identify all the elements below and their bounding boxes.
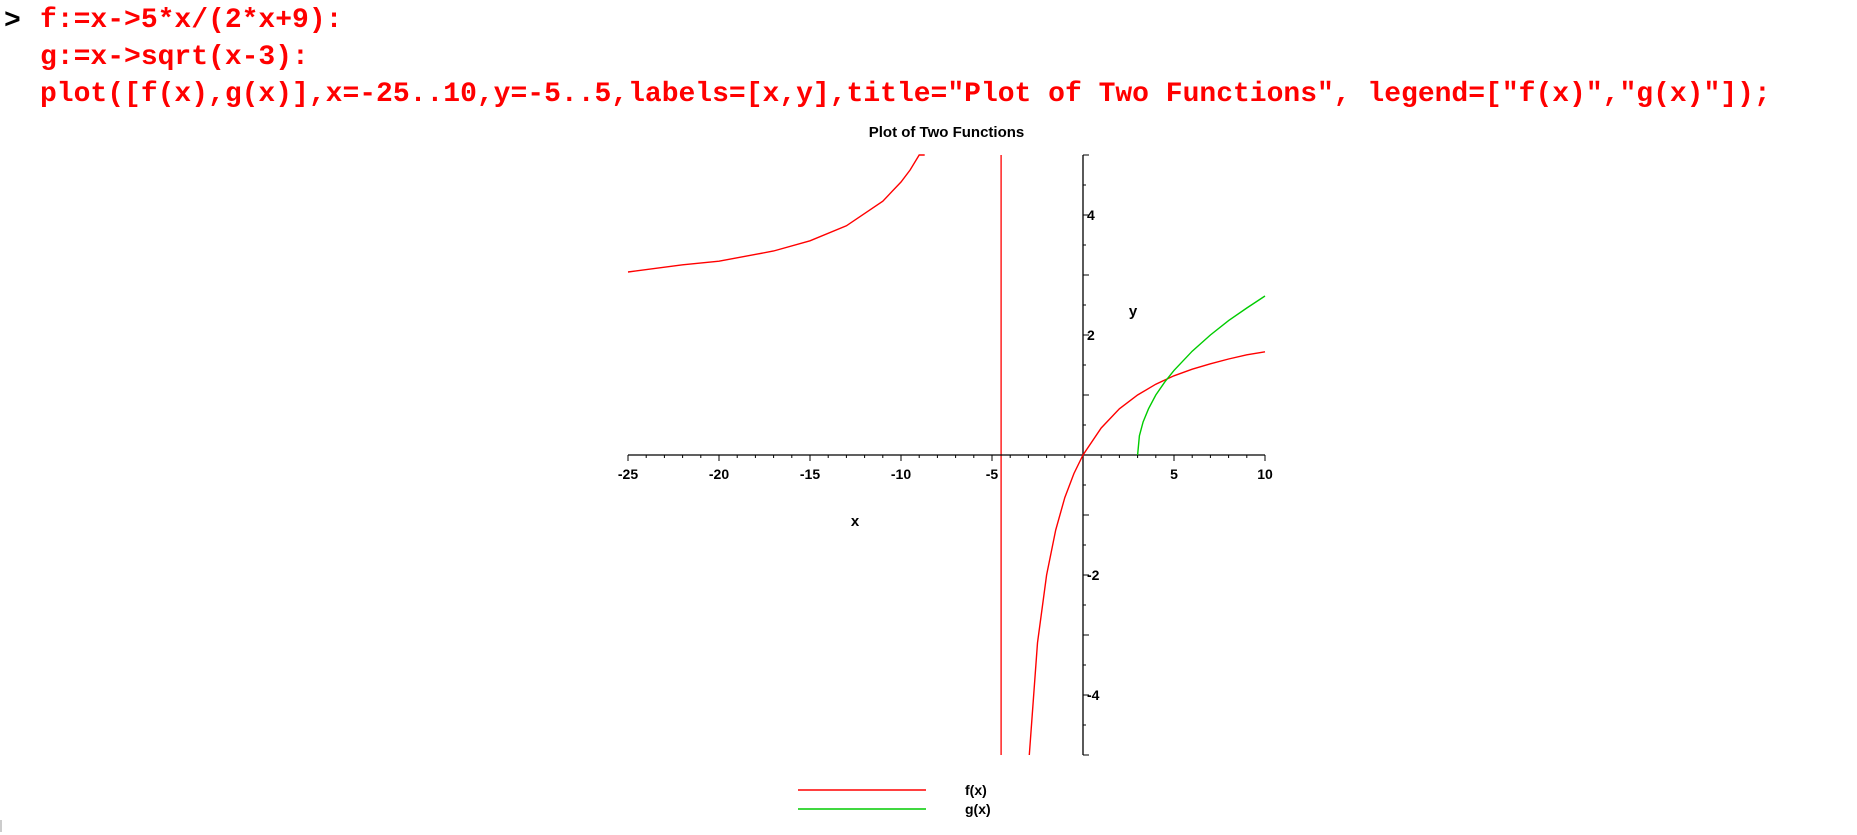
- y-tick-label: -2: [1087, 567, 1100, 583]
- y-axis-label: y: [1129, 303, 1138, 320]
- axes-layer: -25 -20 -15 -10 -5 5 10 -4 -2 2 4: [618, 154, 1273, 756]
- x-tick-label: -20: [709, 466, 729, 482]
- legend: f(x) g(x): [798, 782, 991, 817]
- series-line-f: [1028, 351, 1266, 756]
- input-line-g-definition[interactable]: g:=x->sqrt(x-3):: [40, 42, 309, 73]
- input-prompt: >: [4, 6, 21, 37]
- legend-label: f(x): [965, 782, 987, 798]
- series-line-g: [1136, 295, 1266, 456]
- legend-label: g(x): [965, 801, 991, 817]
- input-line-plot-command[interactable]: plot([f(x),g(x)],x=-25..10,y=-5..5,label…: [40, 79, 1771, 110]
- x-tick-label: -5: [986, 466, 999, 482]
- x-axis-label: x: [851, 513, 860, 530]
- x-tick-label: -10: [891, 466, 911, 482]
- x-tick-label: -15: [800, 466, 820, 482]
- y-tick-label: 4: [1087, 207, 1095, 223]
- series-line-f: [627, 154, 925, 273]
- x-tick-label: -25: [618, 466, 638, 482]
- x-tick-label: 10: [1257, 466, 1273, 482]
- margin-marker: [0, 820, 2, 832]
- x-tick-label: 5: [1170, 466, 1178, 482]
- input-line-f-definition[interactable]: f:=x->5*x/(2*x+9):: [40, 5, 343, 36]
- curves-layer: [627, 154, 1266, 756]
- y-tick-label: -4: [1087, 687, 1100, 703]
- plot-title: Plot of Two Functions: [869, 124, 1025, 141]
- y-tick-label: 2: [1087, 327, 1095, 343]
